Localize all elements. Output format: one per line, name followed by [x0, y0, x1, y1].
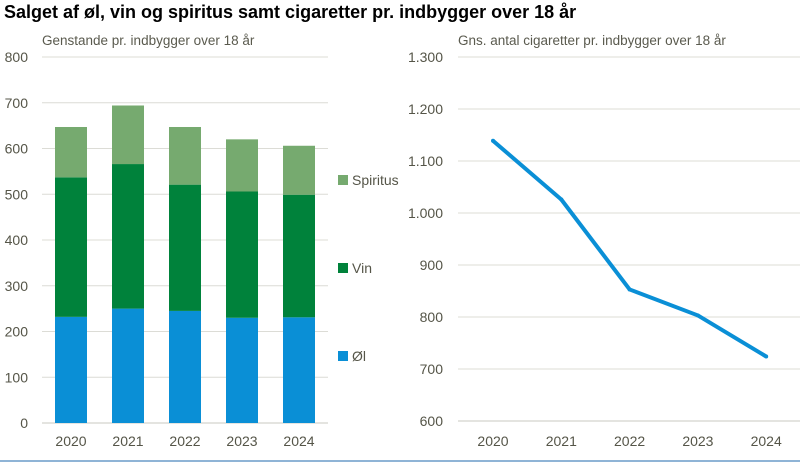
bar-segment-vin: [112, 164, 144, 309]
line-point: [695, 313, 700, 318]
x-tick-label: 2022: [614, 433, 645, 449]
bar-segment-spiritus: [112, 105, 144, 165]
y-tick-label: 600: [420, 413, 444, 429]
x-tick-label: 2023: [226, 433, 257, 449]
y-tick-label: 600: [5, 141, 29, 157]
y-tick-label: 800: [5, 49, 29, 65]
line-point: [491, 138, 495, 143]
right-chart-subtitle: Gns. antal cigaretter pr. indbygger over…: [458, 33, 726, 48]
bottom-rule: [0, 460, 800, 462]
bar-segment-øl: [55, 316, 87, 423]
bar-segment-vin: [283, 194, 315, 318]
left-chart-subtitle: Genstande pr. indbygger over 18 år: [42, 33, 255, 48]
bar-segment-øl: [226, 317, 258, 423]
y-tick-label: 500: [5, 186, 29, 202]
cigarettes-line: [491, 139, 768, 359]
line-point: [559, 197, 564, 202]
y-tick-label: 1.300: [408, 49, 443, 65]
bar-segment-vin: [226, 191, 258, 318]
legend-swatch-vin: [338, 263, 348, 273]
x-tick-label: 2020: [55, 433, 86, 449]
legend-swatch-spiritus: [338, 175, 348, 185]
y-tick-label: 0: [20, 415, 28, 431]
bar-segment-spiritus: [169, 126, 201, 185]
x-tick-label: 2024: [283, 433, 314, 449]
bar-segment-øl: [283, 317, 315, 423]
x-tick-label: 2020: [477, 433, 508, 449]
y-tick-label: 1.000: [408, 205, 443, 221]
line-point: [764, 354, 769, 359]
y-tick-label: 900: [420, 257, 444, 273]
y-tick-label: 700: [420, 361, 444, 377]
x-tick-label: 2022: [169, 433, 200, 449]
bar-segment-spiritus: [226, 139, 258, 192]
x-tick-label: 2021: [112, 433, 143, 449]
y-tick-label: 200: [5, 324, 29, 340]
y-tick-label: 1.200: [408, 101, 443, 117]
legend-swatch-øl: [338, 351, 348, 361]
y-tick-label: 400: [5, 232, 29, 248]
legend-label: Vin: [352, 260, 372, 276]
figure-title: Salget af øl, vin og spiritus samt cigar…: [4, 2, 577, 22]
bar-segment-spiritus: [283, 145, 315, 195]
y-tick-label: 800: [420, 309, 444, 325]
bar-segment-øl: [112, 308, 144, 423]
bar-segment-spiritus: [55, 126, 87, 178]
y-tick-label: 100: [5, 369, 29, 385]
y-tick-label: 700: [5, 95, 29, 111]
y-tick-label: 300: [5, 278, 29, 294]
legend-label: Øl: [352, 348, 366, 364]
bar-segment-øl: [169, 310, 201, 423]
legend-label: Spiritus: [352, 172, 399, 188]
x-tick-label: 2023: [682, 433, 713, 449]
bar-segment-vin: [55, 177, 87, 317]
line-point: [627, 287, 632, 292]
y-tick-label: 1.100: [408, 153, 443, 169]
x-tick-label: 2024: [751, 433, 782, 449]
bar-segment-vin: [169, 184, 201, 311]
x-tick-label: 2021: [546, 433, 577, 449]
